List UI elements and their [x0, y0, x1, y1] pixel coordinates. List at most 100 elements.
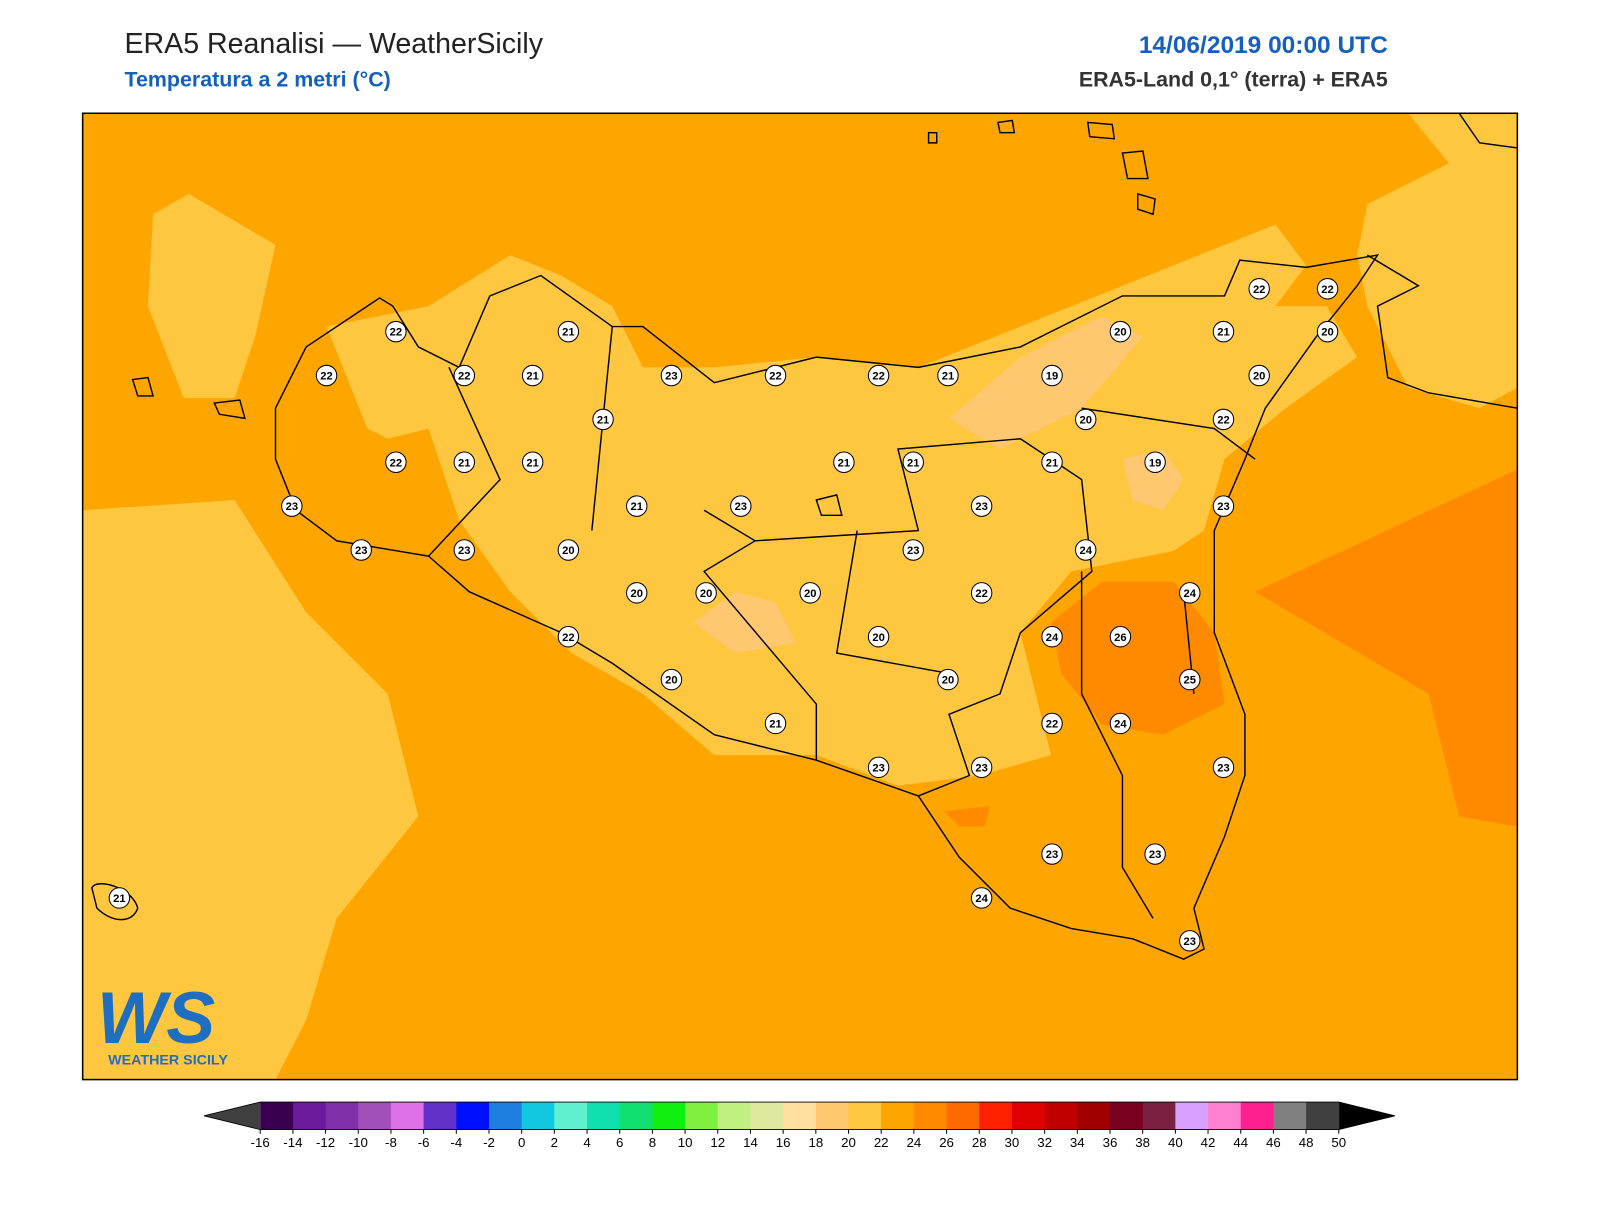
station-marker [1041, 712, 1063, 735]
station-value: 22 [1321, 284, 1333, 296]
station-value: 21 [113, 893, 125, 905]
station-value: 19 [1149, 457, 1161, 469]
colorbar-bin [815, 1102, 850, 1130]
colorbar-tick-label: -16 [251, 1135, 270, 1150]
temperature-area [1051, 581, 1225, 735]
station-value: 20 [1321, 327, 1333, 339]
station-marker [1179, 930, 1201, 952]
station-value: 24 [1046, 632, 1059, 644]
station-marker [970, 887, 993, 909]
colorbar-bin [881, 1102, 915, 1130]
station-value: 21 [562, 327, 574, 339]
station-value: 23 [286, 501, 298, 513]
station-value: 23 [458, 545, 470, 557]
station-marker [1316, 320, 1339, 343]
colorbar-bin [1175, 1102, 1209, 1130]
temperature-area [943, 806, 990, 827]
colorbar-tick-label: -14 [283, 1135, 302, 1150]
station-value: 21 [526, 371, 538, 383]
colorbar-tick-label: 8 [649, 1135, 656, 1150]
station-marker [730, 495, 752, 517]
station-marker [867, 626, 890, 648]
colorbar-tick-label: 34 [1070, 1135, 1085, 1150]
colorbar-bin [521, 1102, 555, 1130]
map [82, 113, 1518, 1080]
colorbar-bin [1044, 1102, 1078, 1130]
temperature-area [693, 591, 796, 654]
station-marker [1109, 320, 1132, 343]
colorbar-outline [203, 1101, 1395, 1131]
station-value: 20 [700, 588, 712, 600]
colorbar-bin [685, 1102, 719, 1130]
station-marker [660, 668, 683, 691]
station-marker [453, 539, 475, 561]
source: ERA5-Land 0,1° (terra) + ERA5 [1079, 68, 1388, 92]
colorbar-tick-label: -2 [483, 1135, 495, 1150]
station-value: 24 [1184, 588, 1197, 600]
colorbar-bin [488, 1102, 523, 1130]
colorbar-tick-label: 40 [1168, 1135, 1183, 1150]
colorbar-tick-label: 50 [1331, 1135, 1346, 1150]
station-value: 23 [1217, 762, 1229, 774]
colorbar-tick-label: 4 [583, 1135, 590, 1150]
colorbar-bin [619, 1102, 653, 1130]
station-value: 23 [665, 371, 677, 383]
station-marker [1109, 626, 1132, 648]
station-marker [1109, 712, 1132, 735]
coastline [91, 113, 1518, 960]
station-marker [315, 364, 338, 387]
colorbar-bin [913, 1102, 948, 1130]
colorbar-bin [554, 1102, 588, 1130]
station-value: 23 [355, 545, 367, 557]
station-marker [970, 582, 993, 604]
station-value: 20 [942, 675, 954, 687]
colorbar-bin [717, 1102, 751, 1130]
station-marker [1212, 495, 1235, 517]
colorbar-bin [979, 1102, 1013, 1130]
station-value: 21 [907, 457, 919, 469]
station-marker [108, 887, 131, 909]
colorbar-tick-label: 16 [776, 1135, 791, 1150]
station-marker [1248, 364, 1270, 387]
colorbar-bin [652, 1102, 686, 1130]
colorbar-bin [292, 1102, 327, 1130]
date: 14/06/2019 00:00 UTC [1139, 32, 1388, 59]
station-value: 22 [1217, 414, 1229, 426]
station-value: 22 [390, 457, 402, 469]
station-value: 20 [872, 632, 884, 644]
colorbar-tick-label: 6 [616, 1135, 623, 1150]
colorbar-tick-label: 26 [939, 1135, 954, 1150]
station-marker [1041, 451, 1063, 473]
station-value: 22 [769, 371, 781, 383]
station-value: 21 [769, 719, 781, 731]
station-marker [557, 539, 580, 561]
station-marker [385, 320, 407, 343]
station-marker [1248, 278, 1270, 300]
colorbar-bin [1109, 1102, 1144, 1130]
colorbar-tick-label: 10 [678, 1135, 693, 1150]
colorbar-bin [750, 1102, 784, 1130]
colorbar-bin [358, 1102, 392, 1130]
station-value: 23 [1217, 501, 1229, 513]
station-marker [1041, 843, 1063, 865]
colorbar-tick-label: 0 [518, 1135, 525, 1150]
station-value: 22 [1046, 719, 1058, 731]
colorbar-under [204, 1102, 261, 1130]
logo-text: WEATHER SICILY [108, 1052, 228, 1068]
station-marker [902, 451, 924, 473]
colorbar-bin [325, 1102, 359, 1130]
station-value: 22 [458, 371, 470, 383]
temperature-area [82, 500, 419, 1080]
station-value: 23 [1184, 936, 1196, 948]
stations: 22 21 22 22 21 23 22 22 21 19 20 21 22 22 20 20 21 20 22 22… [108, 278, 1339, 952]
station-marker [385, 451, 407, 473]
station-marker [1041, 364, 1063, 387]
station-value: 21 [630, 501, 642, 513]
station-value: 19 [1046, 371, 1058, 383]
station-marker [695, 582, 717, 604]
colorbar-tick-label: 46 [1266, 1135, 1281, 1150]
colorbar-bin [456, 1102, 490, 1130]
station-marker [970, 495, 993, 517]
station-marker [1212, 756, 1235, 779]
